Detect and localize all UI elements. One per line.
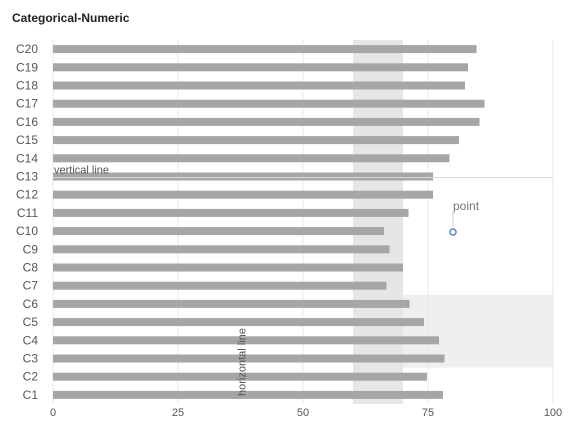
bar-c11 [53,208,409,217]
bar-c10 [53,227,384,236]
bar-c18 [53,81,465,90]
bar-c3 [53,354,445,363]
y-tick-label-c11: C11 [17,206,38,220]
y-tick-label-c3: C3 [23,352,39,366]
x-tick-label: 50 [297,407,309,419]
vertical-line-label: vertical line [54,165,109,177]
vertical-band [353,40,403,404]
bar-c1 [53,390,443,399]
x-tick-label: 25 [172,407,184,419]
x-tick-label: 75 [422,407,434,419]
bars [53,45,485,399]
y-tick-label-c7: C7 [23,279,39,293]
bar-c13 [53,172,433,181]
bar-c15 [53,136,459,145]
y-tick-label-c17: C17 [16,97,38,111]
y-tick-label-c12: C12 [16,188,38,202]
y-tick-label-c18: C18 [16,79,38,93]
bar-c9 [53,245,390,254]
x-tick-label: 0 [50,407,56,419]
y-tick-label-c10: C10 [16,224,38,238]
bar-c6 [53,299,410,308]
point-marker [449,228,457,236]
y-tick-label-c2: C2 [23,370,39,384]
y-tick-label-c8: C8 [23,261,39,275]
bar-c20 [53,45,477,54]
bar-c5 [53,318,424,327]
bar-c7 [53,281,387,290]
bar-c2 [53,372,427,381]
y-tick-label-c20: C20 [16,42,38,56]
x-tick-label: 100 [544,407,562,419]
y-tick-label-c14: C14 [16,151,38,165]
y-tick-label-c6: C6 [23,297,39,311]
y-tick-label-c4: C4 [23,333,39,347]
y-tick-label-c15: C15 [16,133,38,147]
y-tick-label-c1: C1 [23,388,39,402]
bar-c16 [53,117,480,126]
bar-c4 [53,336,439,345]
chart-title: Categorical-Numeric [12,11,130,25]
bar-c12 [53,190,433,199]
bar-c8 [53,263,403,272]
bar-c17 [53,99,485,108]
y-tick-label-c9: C9 [23,242,39,256]
y-tick-label-c19: C19 [16,60,38,74]
y-tick-label-c5: C5 [23,315,39,329]
bar-c14 [53,154,450,163]
point-label: point [453,199,480,213]
annotations: vertical line horizontal line point [53,165,553,396]
bar-c19 [53,63,468,72]
y-tick-label-c16: C16 [16,115,38,129]
y-axis-ticks: C1 C2 C3 C4 C5 C6 C7 C8 C9 C10 C11 C12 C13 C14 C15 C16 C… [16,42,38,402]
x-axis-ticks: 0 25 50 75 100 [50,407,562,419]
horizontal-line-label: horizontal line [237,328,249,396]
y-tick-label-c13: C13 [16,170,38,184]
